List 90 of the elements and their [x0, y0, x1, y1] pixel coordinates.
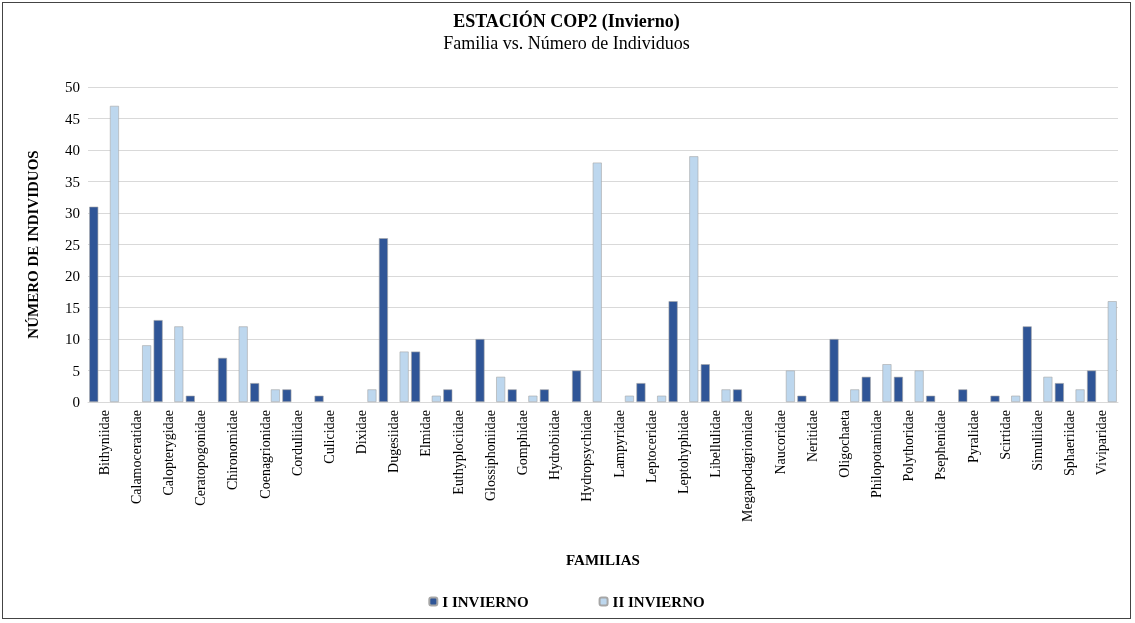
bar — [431, 395, 441, 402]
bar — [926, 395, 936, 402]
x-tick-label: Leptohyphidae — [675, 410, 691, 494]
legend-label: I INVIERNO — [442, 593, 529, 610]
bar — [958, 389, 968, 402]
x-tick-label: Culicidae — [321, 410, 337, 464]
bar — [572, 370, 582, 402]
bar — [732, 389, 742, 402]
bar — [399, 351, 409, 402]
bar — [217, 357, 227, 402]
x-tick-label: Dixidae — [354, 410, 370, 455]
bar — [624, 395, 634, 402]
x-tick-label: Glossiphoniidae — [482, 410, 498, 501]
bar — [1107, 301, 1117, 402]
x-tick-label: Hydrobiidae — [547, 410, 563, 480]
y-tick-label: 15 — [65, 299, 80, 316]
x-tick-label: Pyralidae — [965, 410, 981, 463]
bar — [378, 238, 388, 402]
x-tick-label: Oligochaeta — [836, 409, 852, 478]
x-tick-label: Simuliidae — [1030, 410, 1046, 471]
x-tick-label: Megapodagrionidae — [740, 410, 756, 522]
x-tick-label: Naucoridae — [772, 410, 788, 475]
bar — [1075, 389, 1085, 402]
bar — [153, 320, 163, 402]
bar — [282, 389, 292, 402]
bar — [1043, 376, 1053, 402]
x-axis-title: FAMILIAS — [566, 551, 640, 568]
chart-title: ESTACIÓN COP2 (Invierno) — [453, 10, 680, 32]
y-tick-label: 10 — [65, 331, 80, 347]
x-tick-label: Calopterygidae — [160, 410, 176, 496]
bar — [990, 395, 1000, 402]
x-tick-label: Gomphidae — [515, 410, 531, 476]
y-tick-label: 45 — [65, 110, 80, 127]
bar — [367, 389, 377, 402]
x-tick-label: Dugesiidae — [386, 410, 402, 473]
bar — [270, 389, 280, 402]
x-tick-label: Euthyplociidae — [450, 410, 466, 495]
x-tick-label: Lampyridae — [611, 410, 627, 478]
bar — [238, 326, 248, 402]
bar — [250, 383, 260, 402]
bar — [1054, 383, 1064, 402]
bar — [721, 389, 731, 402]
bar — [528, 395, 538, 402]
y-tick-label: 30 — [65, 205, 80, 221]
y-tick-label: 40 — [65, 142, 80, 158]
bar — [411, 351, 421, 402]
bar — [592, 162, 602, 402]
y-tick-label: 50 — [65, 79, 80, 95]
bar — [314, 395, 324, 402]
x-tick-label: Viviparidae — [1094, 410, 1110, 476]
x-tick-label: Elmidae — [418, 410, 434, 457]
x-tick-label: Neritidae — [804, 410, 820, 463]
x-tick-label: Leptoceridae — [643, 410, 659, 484]
x-tick-label: Polythoridae — [901, 410, 917, 482]
bar — [109, 105, 119, 402]
bar — [475, 339, 485, 402]
bar — [797, 395, 807, 402]
x-tick-label: Chironomidae — [225, 410, 241, 491]
bar — [1087, 370, 1097, 402]
bar — [636, 383, 646, 402]
y-axis-title: NÚMERO DE INDIVIDUOS — [24, 150, 41, 339]
x-tick-label: Corduliidae — [289, 410, 305, 477]
x-tick-label: Calamoceratidae — [128, 410, 144, 505]
x-tick-label: Sphaeriidae — [1062, 410, 1078, 477]
bar — [882, 364, 892, 402]
y-tick-label: 0 — [72, 394, 80, 410]
y-tick-label: 5 — [72, 362, 80, 379]
bar — [914, 370, 924, 402]
y-tick-label: 20 — [65, 268, 80, 284]
x-tick-label: Bithyniidae — [96, 410, 112, 476]
x-tick-label: Psephenidae — [933, 410, 949, 480]
x-tick-label: Hydropsychidae — [579, 410, 595, 502]
x-tick-label: Scirtidae — [997, 410, 1013, 460]
y-tick-label: 25 — [65, 236, 80, 253]
bar — [443, 389, 453, 402]
bar — [657, 395, 667, 402]
bar — [668, 301, 678, 402]
chart-subtitle: Familia vs. Número de Individuos — [443, 33, 690, 53]
y-tick-label: 35 — [65, 173, 80, 190]
x-tick-label: Coenagrionidae — [257, 410, 273, 499]
bar — [89, 206, 99, 402]
x-tick-label: Ceratopogonidae — [193, 410, 209, 506]
bar — [829, 339, 839, 402]
legend-label: II INVIERNO — [612, 593, 705, 610]
bar — [539, 389, 549, 402]
bar — [142, 345, 152, 402]
x-tick-label: Philopotamidae — [869, 410, 885, 498]
bar — [785, 370, 795, 402]
bar — [893, 376, 903, 402]
x-tick-label: Libellulidae — [708, 410, 724, 478]
